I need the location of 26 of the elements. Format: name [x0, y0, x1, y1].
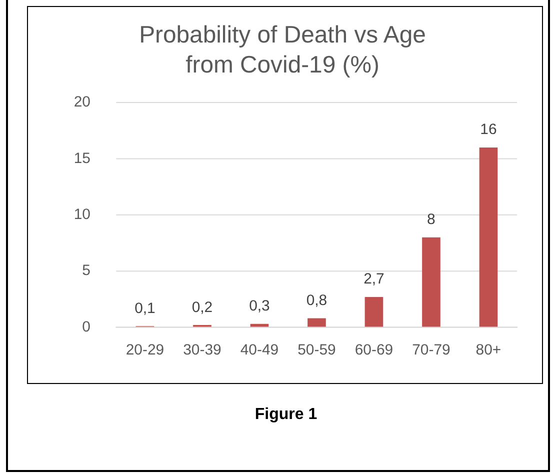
- x-tick-label: 80+: [476, 341, 502, 358]
- y-tick-label: 10: [74, 206, 90, 224]
- chart-title: Probability of Death vs Age from Covid-19 (%): [139, 21, 426, 78]
- y-tick-label: 0: [82, 318, 90, 336]
- data-label: 8: [427, 211, 436, 228]
- x-tick-label: 70-79: [412, 341, 450, 358]
- x-tick-label: 60-69: [354, 341, 394, 358]
- data-label: 16: [480, 121, 497, 138]
- x-tick-label: 20-29: [126, 341, 164, 358]
- data-label: 2,7: [364, 270, 384, 288]
- x-tick-label: 50-59: [298, 341, 336, 358]
- x-tick-label: 30-39: [183, 341, 222, 358]
- data-label: 0,8: [306, 292, 328, 310]
- data-label: 0,2: [192, 298, 213, 316]
- y-tick-label: 20: [74, 94, 90, 111]
- caption: Figure 1: [254, 406, 318, 424]
- data-label: 0,3: [249, 298, 270, 315]
- bar: [479, 147, 498, 327]
- bar: [364, 296, 384, 327]
- y-tick-label: 5: [82, 262, 90, 280]
- bar: [422, 237, 440, 327]
- y-tick-label: 15: [74, 150, 90, 167]
- bar: [250, 324, 269, 327]
- bar: [308, 318, 326, 327]
- x-tick-label: 40-49: [240, 341, 279, 358]
- data-label: 0,1: [134, 300, 156, 317]
